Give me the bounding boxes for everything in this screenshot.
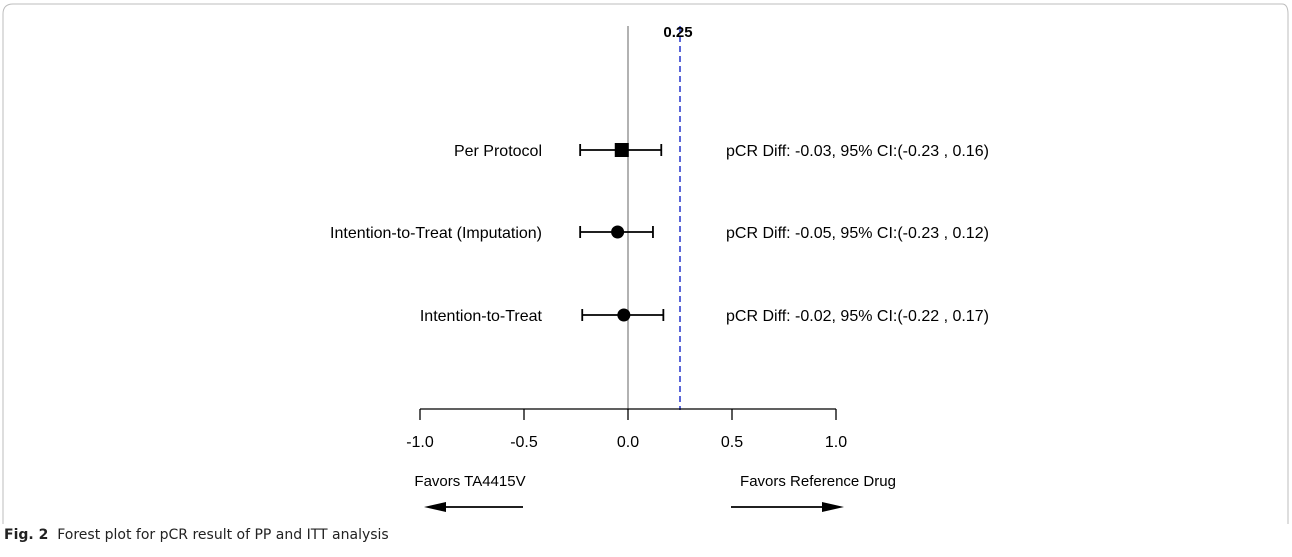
point-estimate — [611, 225, 625, 239]
x-axis: -1.0 -0.5 0.0 0.5 1.0 — [406, 408, 847, 451]
arrow-left — [424, 502, 523, 512]
row-label: Intention-to-Treat — [420, 308, 543, 325]
row-annotation: pCR Diff: -0.05, 95% CI:(-0.23 , 0.12) — [726, 225, 989, 242]
figure-border — [2, 3, 1289, 524]
arrow-right-head — [822, 502, 844, 512]
row-annotation: pCR Diff: -0.02, 95% CI:(-0.22 , 0.17) — [726, 308, 989, 325]
x-tick-label: -1.0 — [406, 434, 434, 451]
study-row: Per Protocol pCR Diff: -0.03, 95% CI:(-0.… — [454, 143, 989, 160]
x-tick-label: 0.5 — [721, 434, 743, 451]
row-annotation: pCR Diff: -0.03, 95% CI:(-0.23 , 0.16) — [726, 143, 989, 160]
point-estimate — [617, 308, 631, 322]
point-estimate — [614, 143, 629, 157]
study-row: Intention-to-Treat pCR Diff: -0.02, 95% C… — [420, 308, 989, 325]
x-tick-label: 0.0 — [617, 434, 639, 451]
study-rows: Per Protocol pCR Diff: -0.03, 95% CI:(-0.… — [330, 143, 989, 325]
arrow-right — [731, 502, 844, 512]
favors-right-label: Favors Reference Drug — [740, 473, 896, 490]
arrow-left-head — [424, 502, 446, 512]
figure-caption-text: Forest plot for pCR result of PP and ITT… — [57, 527, 389, 543]
row-label: Per Protocol — [454, 143, 542, 160]
x-tick-label: 1.0 — [825, 434, 847, 451]
row-label: Intention-to-Treat (Imputation) — [330, 225, 542, 242]
figure-caption: Fig. 2 Forest plot for pCR result of PP … — [4, 527, 389, 543]
study-row: Intention-to-Treat (Imputation) pCR Diff:… — [330, 225, 989, 242]
figure-caption-label: Fig. 2 — [4, 527, 49, 543]
favors-left-label: Favors TA4415V — [414, 473, 525, 490]
reference-line-label: 0.25 — [663, 24, 692, 41]
x-tick-label: -0.5 — [510, 434, 538, 451]
